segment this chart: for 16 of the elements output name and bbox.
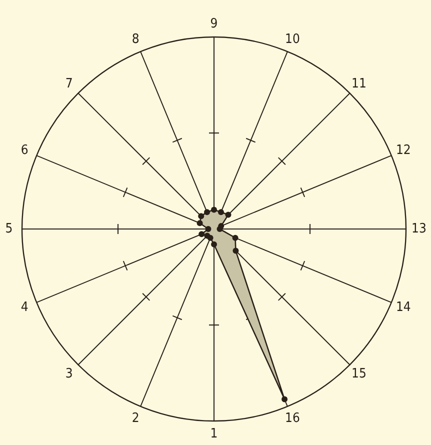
spoke-label: 8 xyxy=(132,32,140,48)
spoke-label: 11 xyxy=(352,76,366,92)
spoke-label: 10 xyxy=(285,32,300,48)
spoke-label: 12 xyxy=(396,143,411,158)
spoke-label: 5 xyxy=(5,222,13,236)
spoke-label: 16 xyxy=(285,410,300,426)
spoke-label: 3 xyxy=(65,366,73,382)
spoke-label: 4 xyxy=(20,300,28,315)
spoke-label: 15 xyxy=(352,366,366,382)
spoke-label: 1 xyxy=(210,426,218,442)
spoke-label: 9 xyxy=(210,16,218,32)
spoke-label: 7 xyxy=(65,76,73,92)
spoke-label: 13 xyxy=(412,222,426,236)
spoke-label: 6 xyxy=(20,143,28,158)
spoke-label: 2 xyxy=(132,410,140,426)
spoke-label: 14 xyxy=(396,300,411,315)
